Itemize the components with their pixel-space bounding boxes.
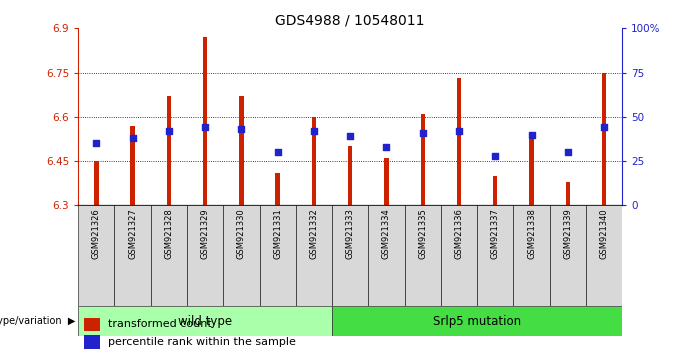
Bar <box>477 205 513 306</box>
Bar <box>260 205 296 306</box>
Point <box>91 141 102 146</box>
Point <box>490 153 500 159</box>
Bar <box>78 205 114 306</box>
Point <box>418 130 428 136</box>
Text: GSM921337: GSM921337 <box>491 209 500 259</box>
Bar <box>296 205 332 306</box>
Bar <box>275 173 280 205</box>
Point <box>381 144 392 150</box>
Point <box>526 132 537 137</box>
Text: GSM921333: GSM921333 <box>345 209 355 259</box>
Bar <box>84 335 100 349</box>
Text: GSM921339: GSM921339 <box>563 209 573 259</box>
Bar <box>167 96 171 205</box>
Bar <box>114 205 151 306</box>
Point <box>127 135 138 141</box>
Text: percentile rank within the sample: percentile rank within the sample <box>108 337 296 347</box>
Bar <box>457 79 461 205</box>
Point <box>200 125 211 130</box>
Bar <box>187 205 223 306</box>
Bar <box>311 117 316 205</box>
Title: GDS4988 / 10548011: GDS4988 / 10548011 <box>275 13 425 27</box>
Text: GSM921329: GSM921329 <box>201 209 209 259</box>
Text: Srlp5 mutation: Srlp5 mutation <box>433 315 521 328</box>
Text: GSM921340: GSM921340 <box>600 209 609 259</box>
Point <box>598 125 609 130</box>
Bar <box>239 96 243 205</box>
Text: GSM921327: GSM921327 <box>128 209 137 259</box>
Bar <box>513 205 549 306</box>
Text: genotype/variation  ▶: genotype/variation ▶ <box>0 316 76 326</box>
Bar <box>493 176 498 205</box>
Bar <box>566 182 570 205</box>
Bar <box>203 37 207 205</box>
Bar <box>529 135 534 205</box>
Text: GSM921328: GSM921328 <box>165 209 173 259</box>
Bar <box>348 146 352 205</box>
Bar <box>94 161 99 205</box>
Text: GSM921330: GSM921330 <box>237 209 246 259</box>
Text: GSM921338: GSM921338 <box>527 209 536 259</box>
Bar <box>384 158 389 205</box>
Point <box>272 149 283 155</box>
Text: GSM921326: GSM921326 <box>92 209 101 259</box>
Bar <box>84 318 100 331</box>
Bar <box>549 205 586 306</box>
Text: GSM921336: GSM921336 <box>454 209 464 259</box>
Text: GSM921334: GSM921334 <box>382 209 391 259</box>
Point <box>562 149 573 155</box>
Text: GSM921332: GSM921332 <box>309 209 318 259</box>
Bar <box>441 205 477 306</box>
Bar <box>602 73 607 205</box>
Text: transformed count: transformed count <box>108 319 212 329</box>
Bar <box>78 306 332 336</box>
Bar <box>151 205 187 306</box>
Point <box>345 133 356 139</box>
Bar <box>332 306 622 336</box>
Point <box>163 128 174 134</box>
Bar <box>332 205 369 306</box>
Bar <box>131 126 135 205</box>
Bar <box>223 205 260 306</box>
Bar <box>586 205 622 306</box>
Point <box>454 128 464 134</box>
Text: GSM921331: GSM921331 <box>273 209 282 259</box>
Point <box>309 128 320 134</box>
Bar <box>405 205 441 306</box>
Text: wild type: wild type <box>178 315 232 328</box>
Text: GSM921335: GSM921335 <box>418 209 427 259</box>
Bar <box>369 205 405 306</box>
Point <box>236 126 247 132</box>
Bar <box>420 114 425 205</box>
